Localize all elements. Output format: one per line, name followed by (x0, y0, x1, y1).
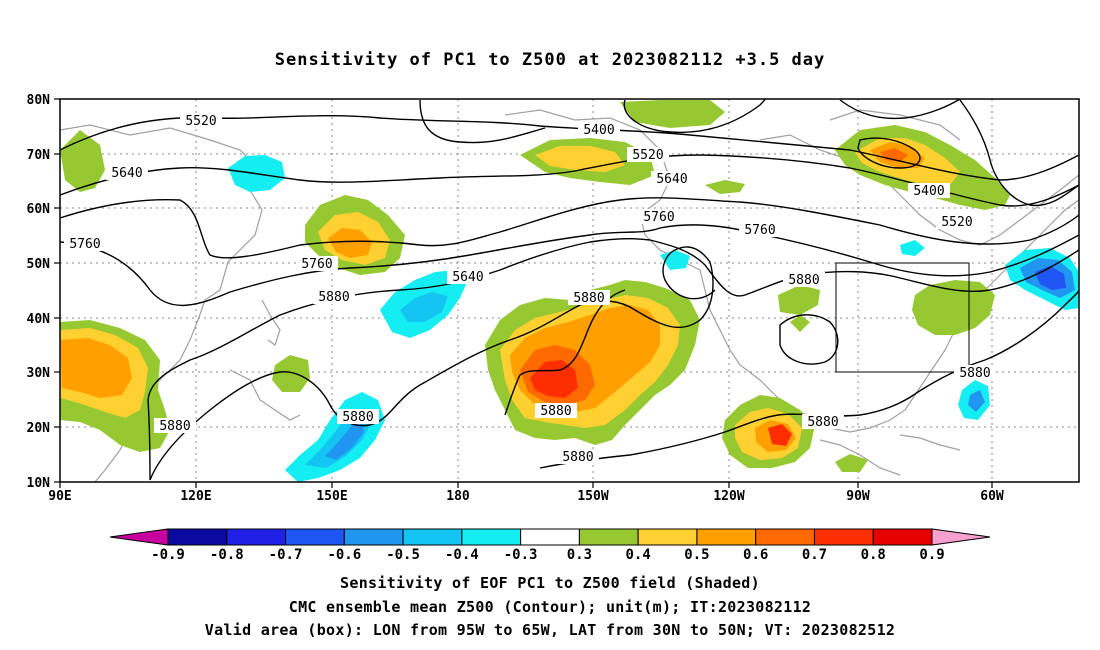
colorbar-segment (343, 528, 404, 546)
svg-text:5400: 5400 (913, 184, 944, 199)
lat-tick-label: 70N (27, 148, 51, 163)
colorbar-segment (226, 528, 287, 546)
colorbar-tick-label: -0.3 (504, 547, 538, 563)
svg-text:5640: 5640 (656, 172, 687, 187)
colorbar-segment (637, 528, 698, 546)
axis-ticks (54, 98, 993, 488)
svg-text:5760: 5760 (301, 257, 332, 272)
svg-text:5520: 5520 (632, 148, 663, 163)
contour-label: 5880 (154, 418, 196, 434)
contour-label: 5880 (337, 409, 379, 425)
svg-text:5880: 5880 (562, 450, 593, 465)
svg-text:5880: 5880 (807, 415, 838, 430)
lat-tick-label: 10N (27, 476, 51, 491)
colorbar-tick-label: -0.5 (386, 547, 420, 563)
colorbar-segment (520, 528, 580, 546)
colorbar-segment (285, 528, 345, 546)
contour-labels: 5520 5400 5520 5640 5640 5760 5760 5760 … (64, 113, 996, 465)
caption-line-3: Valid area (box): LON from 95W to 65W, L… (204, 621, 896, 639)
contour-label: 5880 (535, 403, 577, 419)
svg-text:5880: 5880 (788, 273, 819, 288)
caption-line-1: Sensitivity of EOF PC1 to Z500 field (Sh… (340, 574, 760, 592)
colorbar-tick-label: -0.7 (269, 547, 303, 563)
svg-text:5880: 5880 (318, 290, 349, 305)
colorbar-tick-label: 0.4 (626, 547, 651, 563)
map-frame (59, 98, 1080, 483)
svg-text:5880: 5880 (540, 404, 571, 419)
map-title: Sensitivity of PC1 to Z500 at 2023082112… (274, 50, 826, 70)
svg-text:5520: 5520 (185, 114, 216, 129)
caption-line-2: CMC ensemble mean Z500 (Contour); unit(m… (288, 598, 812, 616)
colorbar-segment (696, 528, 757, 546)
contour-label: 5400 (908, 183, 950, 199)
svg-text:5760: 5760 (69, 237, 100, 252)
colorbar-tick-label: 0.7 (802, 547, 827, 563)
svg-text:5880: 5880 (159, 419, 190, 434)
colorbar: -0.9 -0.8 -0.7 -0.6 -0.5 -0.4 -0.3 0.3 0.4 0.5 0.6… (109, 528, 991, 563)
colorbar-segment (813, 528, 874, 546)
contour-label: 5880 (557, 449, 599, 465)
svg-text:5520: 5520 (941, 215, 972, 230)
colorbar-tick-label: -0.6 (327, 547, 361, 563)
lon-tick-label: 150E (316, 489, 347, 504)
colorbar-tick-label: 0.9 (919, 547, 944, 563)
colorbar-tick-label: 0.8 (861, 547, 886, 563)
colorbar-tick-label: 0.3 (567, 547, 592, 563)
svg-text:5760: 5760 (744, 223, 775, 238)
colorbar-tick-label: -0.9 (151, 547, 185, 563)
lat-tick-label: 20N (27, 421, 51, 436)
lon-tick-label: 120E (180, 489, 211, 504)
colorbar-end-right (931, 528, 991, 546)
lat-tick-labels: 80N 70N 60N 50N 40N 30N 20N 10N (27, 93, 51, 491)
contour-label: 5760 (64, 236, 106, 252)
contour-label: 5520 (627, 147, 669, 163)
contour-label: 5760 (638, 209, 680, 225)
lon-tick-label: 120W (713, 489, 744, 504)
colorbar-tick-label: -0.8 (210, 547, 244, 563)
contour-label: 5640 (651, 171, 693, 187)
lat-tick-label: 40N (27, 312, 51, 327)
lat-tick-label: 30N (27, 366, 51, 381)
lat-tick-label: 50N (27, 257, 51, 272)
lon-tick-label: 90W (846, 489, 870, 504)
lon-tick-label: 90E (48, 489, 71, 504)
contour-label: 5880 (568, 290, 610, 306)
lat-tick-label: 80N (27, 93, 51, 108)
colorbar-segment (461, 528, 522, 546)
contour-label: 5520 (936, 214, 978, 230)
lon-tick-labels: 90E 120E 150E 180 150W 120W 90W 60W (48, 489, 1004, 504)
svg-text:5400: 5400 (583, 123, 614, 138)
contour-label: 5880 (802, 414, 844, 430)
colorbar-segment (402, 528, 463, 546)
svg-text:5880: 5880 (959, 366, 990, 381)
svg-text:5640: 5640 (111, 166, 142, 181)
contour-label: 5640 (447, 269, 489, 285)
lon-tick-label: 150W (577, 489, 608, 504)
colorbar-tick-label: -0.4 (445, 547, 479, 563)
contour-label: 5760 (296, 256, 338, 272)
contour-label: 5880 (954, 365, 996, 381)
colorbar-tick-label: 0.6 (743, 547, 768, 563)
contour-label: 5520 (180, 113, 222, 129)
valid-area-box (835, 262, 970, 373)
contour-label: 5880 (783, 272, 825, 288)
lat-tick-label: 60N (27, 202, 51, 217)
colorbar-segment (755, 528, 815, 546)
svg-text:5760: 5760 (643, 210, 674, 225)
colorbar-segment (167, 528, 228, 546)
lon-tick-label: 60W (980, 489, 1004, 504)
colorbar-tick-label: 0.5 (684, 547, 709, 563)
contour-label: 5400 (578, 122, 620, 138)
colorbar-end-left (109, 528, 169, 546)
colorbar-segment (578, 528, 639, 546)
contour-label: 5640 (106, 165, 148, 181)
contour-label: 5760 (739, 222, 781, 238)
svg-text:5640: 5640 (452, 270, 483, 285)
svg-text:5880: 5880 (573, 291, 604, 306)
colorbar-segment (872, 528, 933, 546)
contour-label: 5880 (313, 289, 355, 305)
lon-tick-label: 180 (446, 489, 470, 504)
svg-text:5880: 5880 (342, 410, 373, 425)
